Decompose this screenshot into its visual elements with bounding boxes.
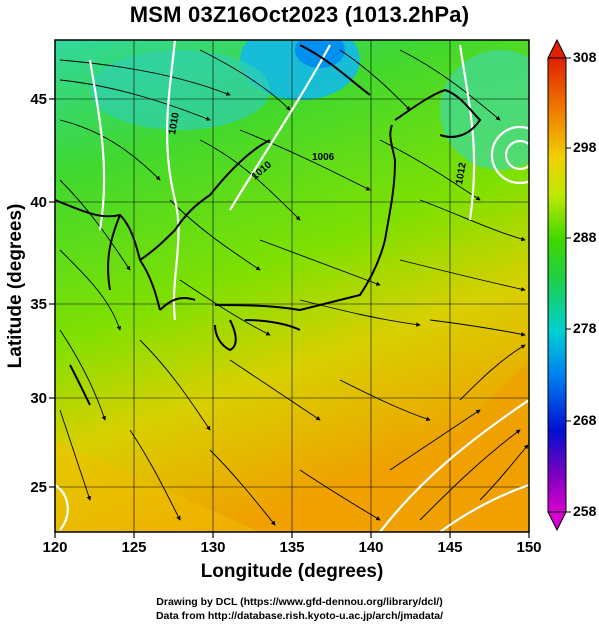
isobars	[55, 40, 529, 532]
x-tick-label: 120	[42, 539, 67, 556]
colorbar-tick-label: 288	[573, 229, 597, 245]
credits-line-1: Drawing by DCL (https://www.gfd-dennou.o…	[156, 596, 443, 608]
y-tick-label: 40	[30, 194, 47, 211]
x-tick-label: 125	[121, 539, 146, 556]
x-tick-label: 140	[358, 539, 383, 556]
y-axis-label: Latitude (degrees)	[5, 204, 26, 369]
isobar-label: 1012	[454, 161, 469, 185]
colorbar: 308 298 288 278 268 258	[547, 38, 597, 532]
x-tick-label: 130	[200, 539, 225, 556]
colorbar-tick-label: 308	[573, 49, 597, 65]
wind-streamlines	[59, 49, 529, 526]
credits-line-2: Data from http://database.rish.kyoto-u.a…	[155, 610, 444, 622]
temperature-field: 1010 1010 1006 1012	[55, 40, 529, 532]
x-tick-label: 135	[279, 539, 304, 556]
chart-title: MSM 03Z16Oct2023 (1013.2hPa)	[129, 2, 470, 27]
colorbar-tick-label: 258	[573, 503, 597, 519]
colorbar-tick-label: 278	[573, 320, 597, 336]
y-tick-label: 35	[30, 296, 47, 313]
y-tick-label: 45	[30, 91, 47, 108]
coastlines	[55, 44, 482, 406]
y-tick-label: 25	[30, 479, 47, 496]
isobar-label: 1010	[167, 111, 182, 135]
x-tick-label: 145	[437, 539, 462, 556]
x-axis-label: Longitude (degrees)	[201, 561, 384, 582]
colorbar-tick-label: 268	[573, 412, 597, 428]
y-tick-label: 30	[30, 390, 47, 407]
colorbar-tick-label: 298	[573, 139, 597, 155]
x-tick-label: 150	[516, 539, 541, 556]
isobar-label: 1006	[312, 152, 335, 163]
